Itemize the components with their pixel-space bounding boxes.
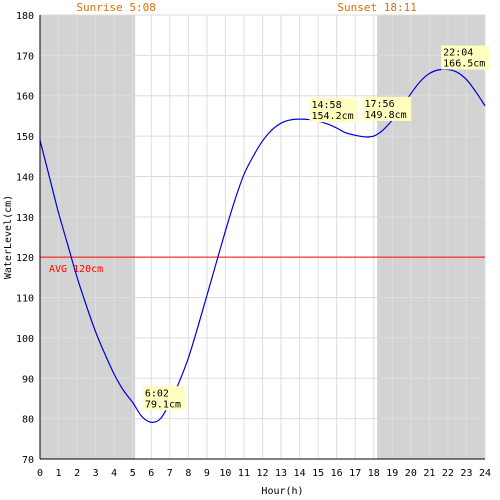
x-tick-label: 16	[331, 468, 343, 479]
y-tick-label: 120	[16, 253, 34, 264]
sunset-label: Sunset 18:11	[337, 1, 416, 14]
grid-layer	[39, 14, 486, 460]
y-tick-label: 150	[16, 132, 34, 143]
x-tick-label: 4	[111, 468, 117, 479]
y-tick-label: 100	[16, 334, 34, 345]
x-tick-label: 11	[238, 468, 250, 479]
x-tick-label: 20	[405, 468, 417, 479]
annotation-box	[441, 45, 490, 70]
x-axis-title: Hour(h)	[261, 486, 303, 497]
annotation-time: 14:58	[312, 100, 342, 111]
x-tick-label: 8	[185, 468, 191, 479]
y-tick-label: 160	[16, 92, 34, 103]
annotation-time: 17:56	[365, 99, 395, 110]
y-tick-label: 70	[22, 455, 34, 466]
x-tick-label: 14	[294, 468, 306, 479]
y-tick-label: 180	[16, 11, 34, 22]
annotation-box	[309, 98, 359, 123]
average-label: AVG 120cm	[49, 264, 103, 275]
y-tick-label: 110	[16, 294, 34, 305]
x-tick-label: 2	[74, 468, 80, 479]
x-tick-label: 5	[130, 468, 136, 479]
x-tick-label: 9	[204, 468, 210, 479]
x-tick-label: 19	[386, 468, 398, 479]
water-level-line	[39, 68, 486, 423]
annotation-time: 6:02	[145, 388, 169, 399]
x-tick-labels: 0 1 2 3 4 5 6 7 8 9 10 11 12 13 14 15 16 17 18 19 20 21 22 23 24	[37, 468, 491, 479]
y-tick-labels: 70 80 90 100 110 120 130 140 150 160 170 180	[16, 11, 34, 466]
average-layer: AVG 120cm	[40, 256, 485, 275]
annotation-value: 79.1cm	[145, 399, 181, 410]
y-tick-label: 130	[16, 213, 34, 224]
x-tick-label: 0	[37, 468, 43, 479]
x-tick-label: 7	[167, 468, 173, 479]
annotation-value: 149.8cm	[365, 110, 407, 121]
annotation-time: 22:04	[443, 47, 473, 58]
annotation-box	[362, 96, 412, 121]
axes-layer	[39, 15, 485, 460]
annotation-box	[142, 386, 186, 411]
x-tick-label: 17	[349, 468, 361, 479]
night-shade-morning	[40, 15, 136, 459]
x-tick-label: 3	[93, 468, 99, 479]
y-tick-label: 80	[22, 415, 34, 426]
y-tick-label: 140	[16, 172, 34, 183]
x-tick-label: 23	[460, 468, 472, 479]
night-shade-evening	[377, 15, 485, 459]
y-tick-label: 90	[22, 374, 34, 385]
x-tick-label: 13	[275, 468, 287, 479]
y-axis-title: WaterLevel(cm)	[3, 195, 14, 279]
annotation-value: 154.2cm	[312, 111, 354, 122]
x-tick-label: 18	[368, 468, 380, 479]
x-tick-label: 15	[312, 468, 324, 479]
series-layer	[39, 68, 486, 423]
night-shading-layer	[40, 15, 485, 459]
x-tick-label: 6	[148, 468, 154, 479]
x-tick-label: 24	[479, 468, 491, 479]
x-tick-label: 21	[423, 468, 435, 479]
x-tick-label: 10	[219, 468, 231, 479]
x-tick-label: 22	[442, 468, 454, 479]
x-tick-label: 1	[56, 468, 62, 479]
x-tick-label: 12	[256, 468, 268, 479]
sunrise-label: Sunrise 5:08	[76, 1, 155, 14]
y-tick-label: 170	[16, 51, 34, 62]
annotation-value: 166.5cm	[443, 58, 485, 69]
